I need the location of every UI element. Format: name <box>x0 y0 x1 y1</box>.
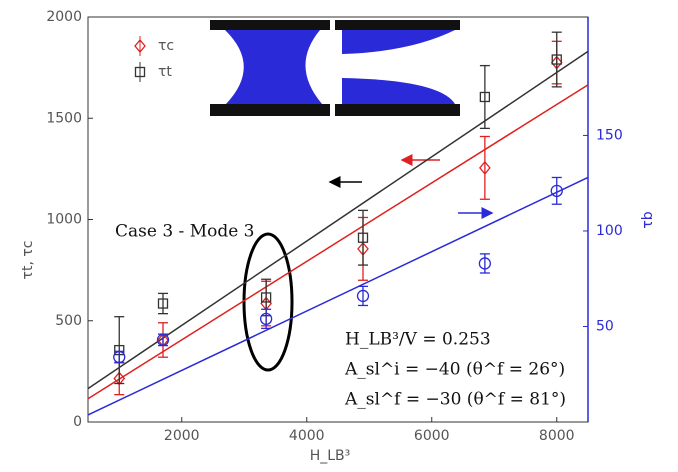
y-tick-label: 1000 <box>46 212 82 228</box>
x-tick-label: 8000 <box>539 428 575 444</box>
annotation: A_sl^f = −30 (θ^f = 81°) <box>344 390 566 410</box>
marker <box>260 292 272 303</box>
y2-tick-label: 100 <box>596 223 623 239</box>
marker <box>550 184 563 197</box>
y-tick-label: 0 <box>73 414 82 430</box>
annotation: Case 3 - Mode 3 <box>115 222 255 242</box>
annotation: H_LB³/V = 0.253 <box>345 330 491 350</box>
fit-line <box>87 50 589 390</box>
marker <box>259 312 273 325</box>
marker <box>551 54 562 65</box>
x-axis-label: H_LB³ <box>310 448 351 464</box>
x-tick-label: 6000 <box>414 428 450 444</box>
x-tick-label: 4000 <box>289 428 325 444</box>
y2-tick-label: 150 <box>596 127 623 143</box>
inset-image <box>210 20 460 116</box>
fit-line <box>87 176 589 416</box>
marker <box>479 160 491 175</box>
marker <box>479 91 491 103</box>
marker <box>356 289 370 303</box>
x-tick-label: 2000 <box>164 428 200 444</box>
y-tick-label: 2000 <box>46 9 82 25</box>
marker <box>156 333 170 347</box>
marker <box>113 371 126 386</box>
fit-line <box>87 84 589 400</box>
marker <box>478 257 492 270</box>
y2-tick-label: 50 <box>596 318 614 334</box>
y-tick-label: 500 <box>55 313 82 329</box>
marker <box>357 232 369 243</box>
y2-axis-label: τb <box>640 211 656 228</box>
highlight-ellipse <box>242 232 294 372</box>
marker <box>157 298 169 309</box>
y-axis-label: τt, τc <box>20 241 36 280</box>
marker <box>113 350 126 364</box>
y-tick-label: 1500 <box>46 110 82 126</box>
legend-label: τt <box>158 64 172 80</box>
legend-label: τc <box>158 38 174 54</box>
annotation: A_sl^i = −40 (θ^f = 26°) <box>344 360 565 380</box>
